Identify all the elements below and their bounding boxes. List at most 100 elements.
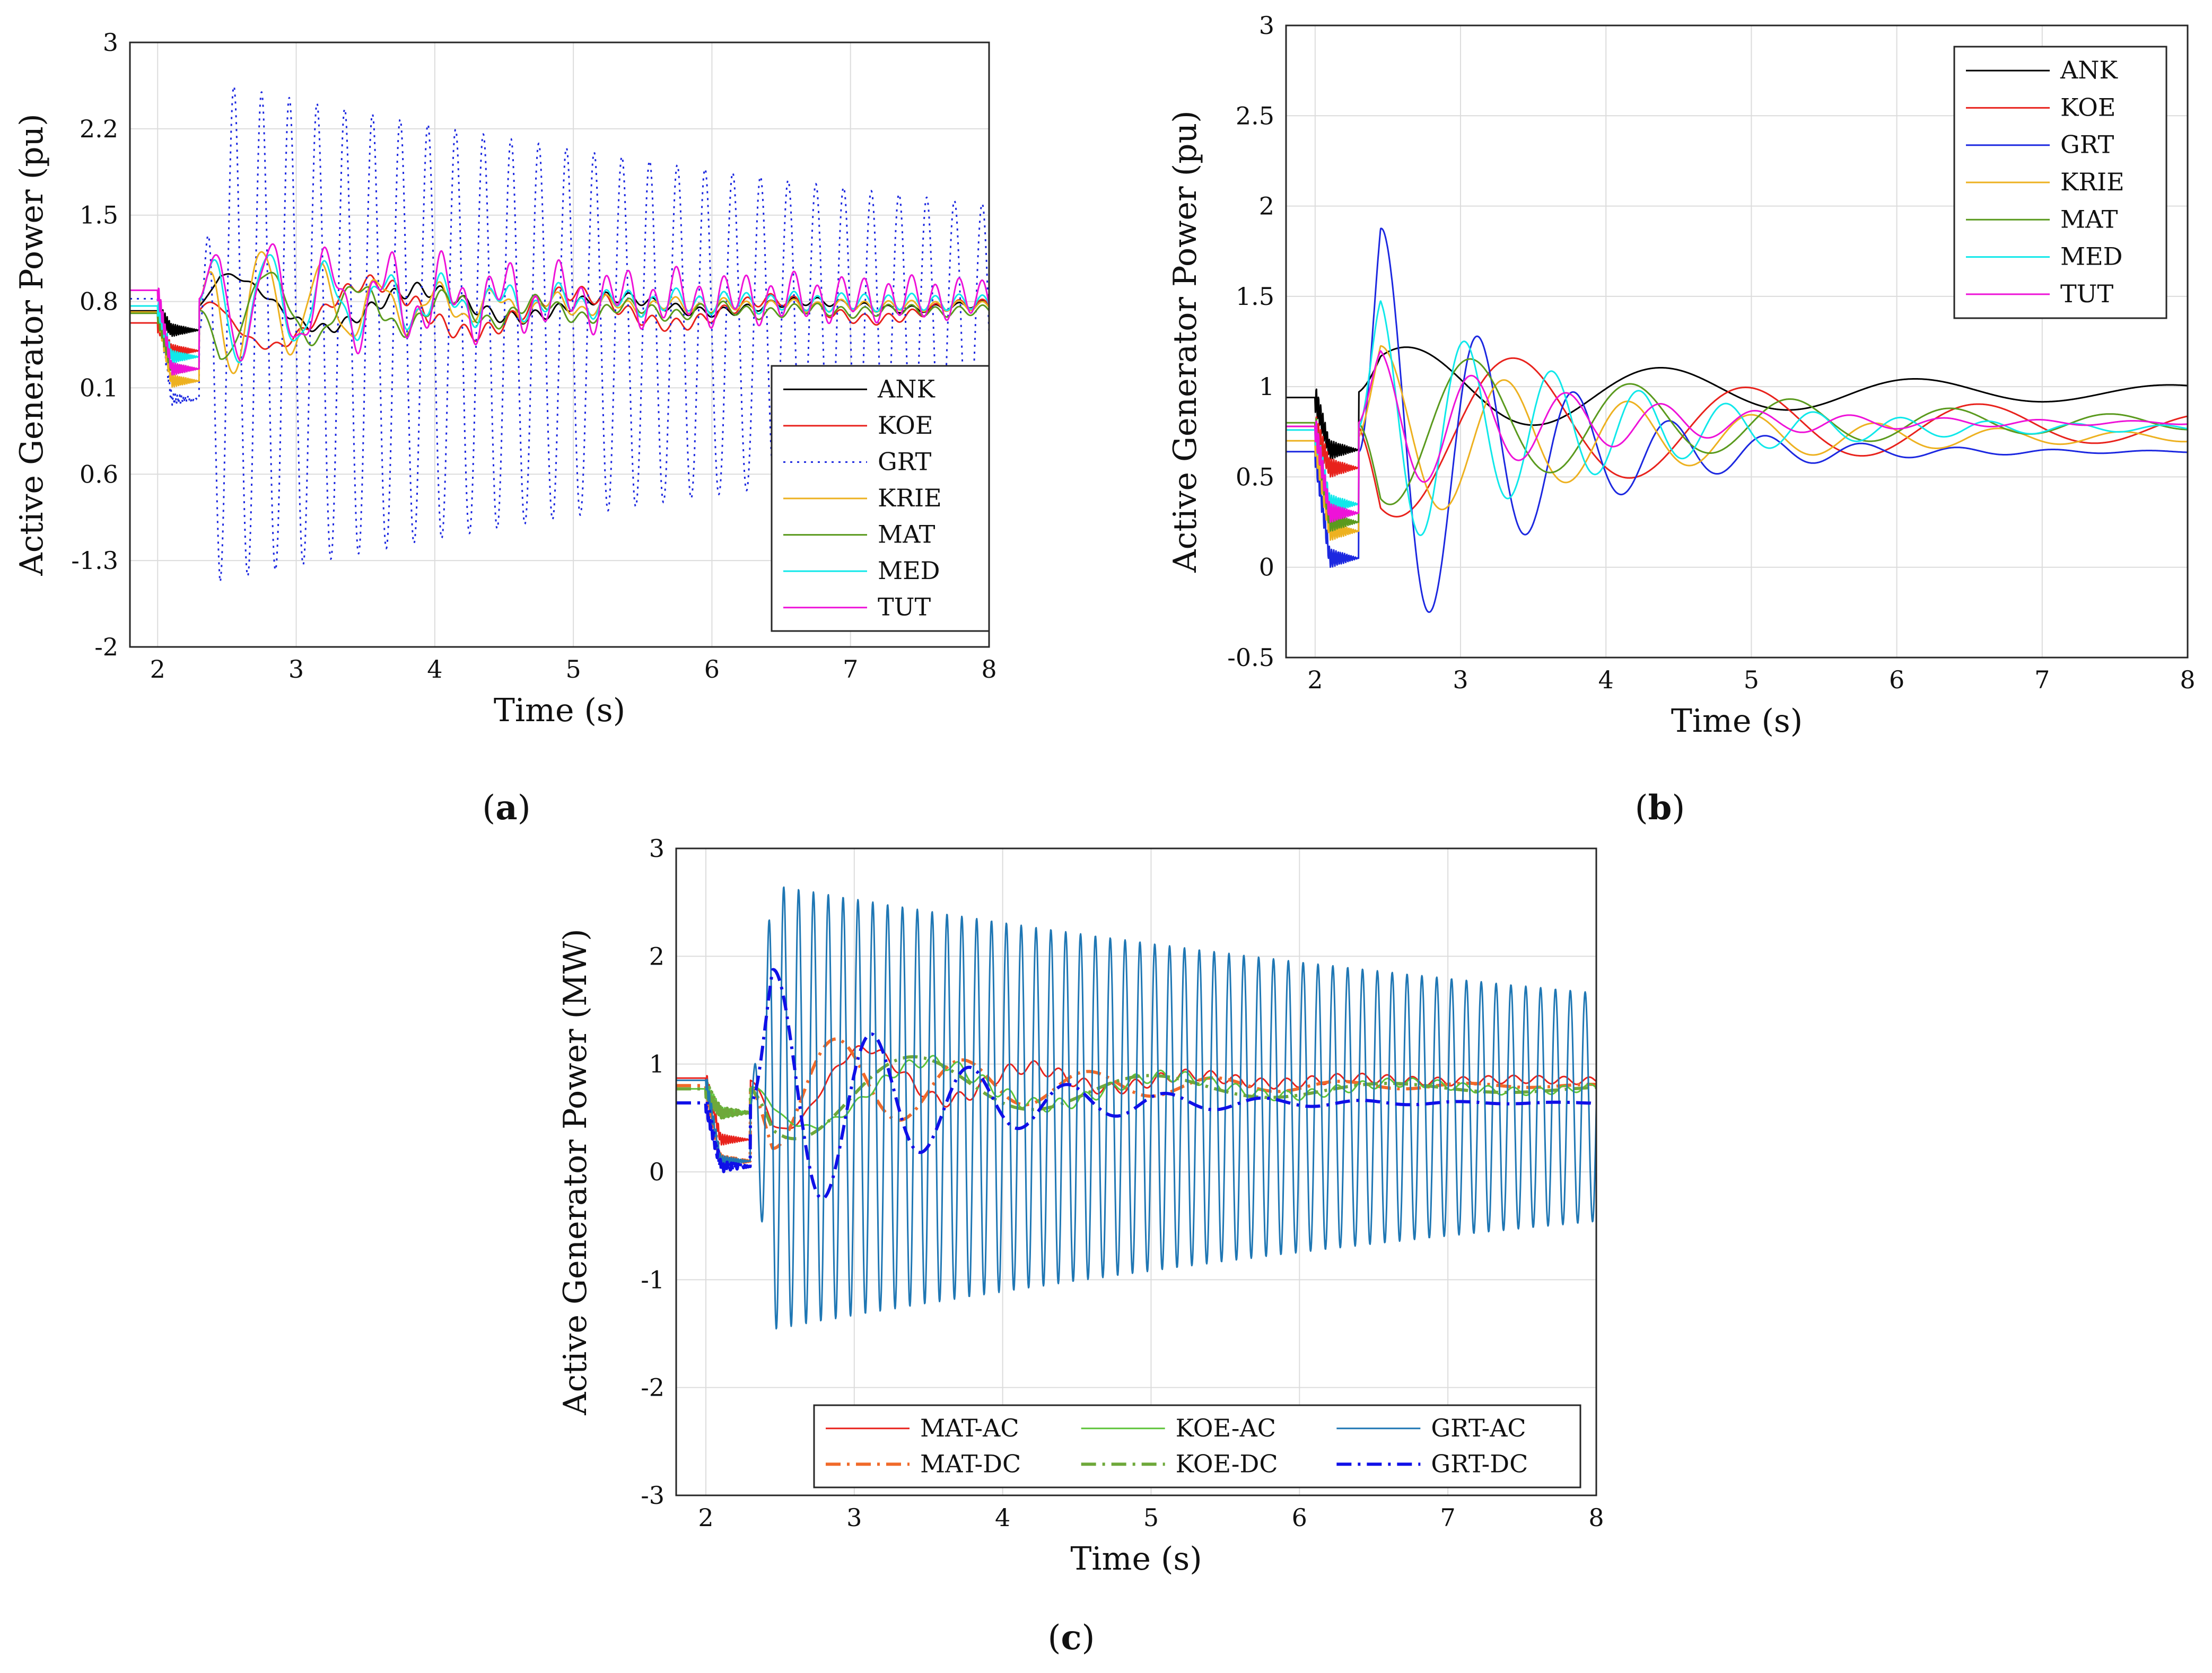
legend-label-koe: KOE	[2060, 93, 2115, 121]
y-tick-label: 0.5	[1236, 462, 1274, 491]
x-tick-label: 6	[704, 655, 720, 684]
y-tick-label: 2	[1259, 192, 1274, 221]
panel-caption: (b)	[1635, 788, 1685, 828]
panel-caption-letter: c	[1061, 1618, 1082, 1658]
series-line-koe	[130, 274, 989, 358]
legend-label-tut: TUT	[2060, 279, 2113, 308]
y-tick-label: 0	[1259, 553, 1274, 582]
y-axis-label: Active Generator Power (pu)	[1167, 110, 1204, 573]
y-tick-label: 0.1	[80, 373, 118, 402]
x-tick-label: 5	[1744, 665, 1759, 694]
legend-label-krie: KRIE	[2060, 168, 2124, 196]
x-tick-label: 6	[1889, 665, 1904, 694]
y-tick-label: -1.3	[71, 546, 118, 575]
series-group	[130, 85, 989, 583]
series-line-krie	[1286, 345, 2188, 541]
legend-label-koe-ac: KOE-AC	[1176, 1414, 1276, 1442]
legend-label-koe-dc: KOE-DC	[1176, 1449, 1278, 1478]
legend-label-grt: GRT	[878, 447, 932, 476]
legend-label-mat-ac: MAT-AC	[920, 1414, 1019, 1442]
y-axis-label: Active Generator Power (pu)	[13, 113, 50, 576]
chart-c: 2 3 4 5 6 7 8 -3 -2 -1 0 1 2 3 Time (s) Active Generato…	[557, 834, 1604, 1658]
series-group	[676, 886, 1596, 1330]
axes-frame	[129, 41, 990, 648]
x-tick-label: 2	[150, 655, 165, 684]
series-line-grt	[1286, 227, 2188, 613]
x-tick-label: 2	[698, 1503, 713, 1532]
y-tick-label: -2	[94, 633, 118, 661]
y-tick-label: 2.5	[1236, 101, 1274, 130]
series-line-grt	[130, 85, 989, 583]
y-tick-label: 0.8	[80, 287, 118, 316]
series-line-mat-dc	[676, 1037, 1596, 1168]
x-tick-label: 8	[1588, 1503, 1604, 1532]
y-tick-label: -1	[641, 1265, 665, 1294]
y-tick-label: 2.2	[80, 115, 118, 143]
y-tick-label: 3	[1259, 11, 1274, 40]
legend-label-med: MED	[878, 556, 940, 585]
chart-a: 2 3 4 5 6 7 8 -2 -1.3 0.6 0.1 0.8 1.5 2.2 3 Time (s) Act…	[13, 28, 997, 828]
x-tick-label: 8	[981, 655, 996, 684]
axes-frame	[1285, 24, 2189, 659]
legend-box	[813, 1404, 1581, 1488]
x-tick-label: 6	[1292, 1503, 1307, 1532]
y-tick-label: 3	[649, 834, 665, 863]
x-tick-label: 8	[2180, 665, 2195, 694]
y-tick-label: -2	[641, 1373, 665, 1402]
x-tick-label: 7	[2034, 665, 2050, 694]
legend-label-grt: GRT	[2060, 130, 2114, 159]
legend-label-krie: KRIE	[878, 484, 942, 512]
legend-label-ank: ANK	[2060, 56, 2118, 84]
series-line-med	[130, 254, 989, 364]
axes-frame	[675, 847, 1597, 1496]
x-tick-label: 3	[288, 655, 304, 684]
y-tick-label: 0	[649, 1158, 665, 1186]
y-axis-label: Active Generator Power (MW)	[557, 929, 594, 1415]
legend-label-grt-dc: GRT-DC	[1431, 1449, 1528, 1478]
series-line-grt-dc	[676, 968, 1596, 1201]
y-tick-label: -0.5	[1227, 643, 1274, 672]
chart-b: 2 3 4 5 6 7 8 -0.5 0 0.5 1 1.5 2 2.5 3 Time (s) Active G…	[1167, 11, 2196, 828]
x-tick-label: 3	[846, 1503, 862, 1532]
legend-label-grt-ac: GRT-AC	[1431, 1414, 1526, 1442]
legend-label-med: MED	[2060, 242, 2123, 271]
x-axis-label: Time (s)	[494, 692, 625, 729]
y-tick-label: 1	[649, 1050, 665, 1079]
panel-caption-letter: a	[495, 788, 517, 828]
y-tick-label: -3	[641, 1481, 665, 1510]
series-line-mat	[130, 271, 989, 376]
x-tick-label: 2	[1307, 665, 1323, 694]
panel-caption: (a)	[482, 788, 530, 828]
x-tick-label: 4	[427, 655, 442, 684]
legend-label-ank: ANK	[877, 374, 935, 403]
x-tick-label: 5	[1143, 1503, 1159, 1532]
legend-label-mat-dc: MAT-DC	[920, 1449, 1021, 1478]
x-tick-label: 3	[1453, 665, 1468, 694]
series-line-med	[1286, 300, 2188, 536]
legend-label-tut: TUT	[878, 593, 931, 621]
series-group	[1286, 227, 2188, 613]
y-tick-label: 1.5	[80, 201, 118, 230]
panel-caption-letter: b	[1648, 788, 1672, 828]
x-tick-label: 4	[1598, 665, 1614, 694]
series-line-tut	[1286, 350, 2188, 523]
x-tick-label: 7	[843, 655, 858, 684]
legend-label-mat: MAT	[878, 520, 935, 549]
x-axis-label: Time (s)	[1070, 1540, 1202, 1578]
x-tick-label: 7	[1440, 1503, 1456, 1532]
y-tick-label: 1.5	[1236, 282, 1274, 311]
x-axis-label: Time (s)	[1671, 703, 1803, 740]
y-tick-label: 2	[649, 942, 665, 970]
panel-caption: (c)	[1048, 1618, 1095, 1658]
legend-label-koe: KOE	[878, 411, 933, 440]
series-line-krie	[130, 251, 989, 388]
series-line-ank	[1286, 346, 2188, 460]
y-tick-label: 0.6	[80, 460, 118, 488]
x-tick-label: 4	[995, 1503, 1010, 1532]
legend-label-mat: MAT	[2060, 205, 2118, 233]
series-line-tut	[130, 243, 989, 376]
y-tick-label: 3	[103, 28, 118, 57]
x-tick-label: 5	[565, 655, 581, 684]
y-tick-label: 1	[1259, 372, 1274, 401]
